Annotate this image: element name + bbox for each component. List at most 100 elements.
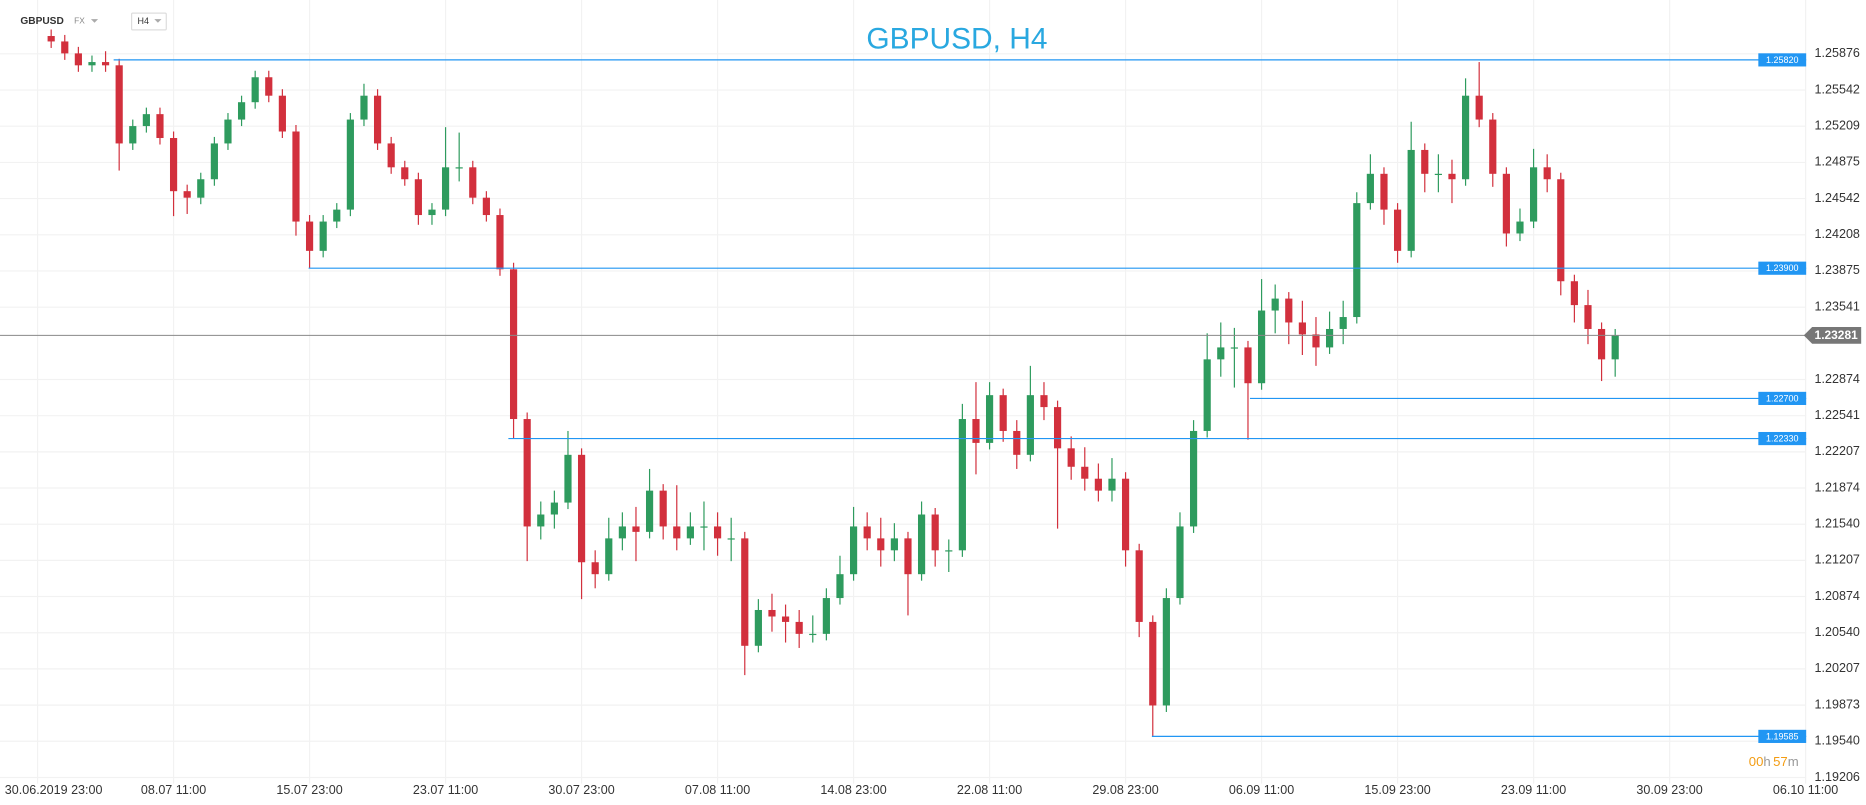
candle-body (605, 538, 613, 575)
x-tick-label: 15.09 23:00 (1364, 783, 1430, 797)
candle-body (673, 526, 681, 539)
candle-body (1407, 149, 1415, 251)
candle-body (1217, 347, 1225, 360)
candle-body (1325, 328, 1334, 348)
candle-body (727, 538, 735, 540)
candle-body (1529, 167, 1538, 222)
candle-body (1543, 167, 1551, 180)
x-tick-label: 07.08 11:00 (685, 783, 750, 797)
candle-body (1271, 298, 1279, 311)
x-tick-label: 29.08 23:00 (1092, 783, 1158, 797)
x-tick-label: 14.08 23:00 (820, 783, 886, 797)
candle-body (713, 526, 722, 539)
candle-body (251, 77, 259, 103)
x-tick-label: 30.09 23:00 (1636, 783, 1702, 797)
timer-minutes: 57 (1773, 755, 1788, 770)
level-label: 1.25820 (1766, 55, 1798, 65)
candle-body (319, 221, 327, 251)
candle-body (47, 36, 55, 42)
candle-body (1312, 334, 1320, 348)
y-tick-label: 1.21207 (1815, 553, 1860, 567)
candle-body (686, 526, 694, 539)
y-tick-label: 1.21874 (1815, 480, 1860, 494)
symbol[interactable]: GBPUSD (20, 16, 63, 27)
candle-body (809, 633, 817, 636)
candle-body (999, 395, 1007, 431)
candle-body (1244, 347, 1252, 384)
dropdown-arrow[interactable] (154, 19, 162, 23)
candle-body (278, 95, 286, 132)
y-tick-label: 1.23875 (1815, 263, 1860, 277)
candle-body (1421, 149, 1429, 174)
candle-body (781, 616, 790, 622)
overlay: 1.25876 1.25542 1.25209 1.24875 1.24542 1.242… (0, 46, 1862, 797)
x-tick-label: 22.08 11:00 (957, 783, 1022, 797)
level-label-box (1758, 729, 1807, 743)
candle-body (618, 526, 626, 539)
candle-body (74, 53, 82, 66)
candle-body (645, 490, 654, 532)
y-tick-label: 1.19540 (1815, 734, 1860, 748)
candle-body (537, 514, 545, 527)
candle-body (945, 550, 953, 552)
candle-body (1230, 347, 1238, 349)
y-tick-label: 1.24875 (1815, 155, 1860, 169)
candle-body (496, 215, 504, 270)
candle-body (414, 179, 422, 216)
x-tick-label: 08.07 11:00 (141, 783, 206, 797)
candle-body (428, 209, 436, 216)
timeframe[interactable]: H4 (138, 16, 149, 26)
chart-title: GBPUSD, H4 (866, 23, 1047, 56)
candle-body (1489, 119, 1497, 174)
current-price-label: 1.23281 (1815, 328, 1859, 342)
candle-body (1339, 317, 1347, 329)
timer-hours: 00 (1749, 755, 1764, 770)
candle-body (1026, 395, 1034, 455)
candle-body (292, 131, 300, 222)
timer-unit: m (1788, 755, 1799, 770)
x-tick-label: 06.10 11:00 (1773, 783, 1838, 797)
candle-body (795, 621, 803, 634)
candle-body (1013, 430, 1021, 455)
candle-body (1189, 430, 1198, 527)
candle-body (958, 419, 966, 551)
candle-body (224, 119, 232, 144)
candle-body (305, 221, 314, 251)
candle-body (1461, 95, 1470, 180)
candle-body (237, 102, 246, 120)
grid (0, 0, 1807, 784)
level-label-box (1758, 261, 1807, 275)
candle-body (1393, 209, 1402, 251)
candle-body (115, 65, 123, 144)
candle-body (1516, 221, 1524, 234)
candle-body (1611, 335, 1619, 360)
market[interactable]: FX (74, 16, 85, 26)
dropdown-arrow[interactable] (90, 19, 99, 23)
y-tick-label: 1.25876 (1815, 46, 1860, 60)
candle-body (931, 514, 939, 551)
candle-body (469, 167, 477, 198)
x-tick-label: 23.09 11:00 (1501, 783, 1566, 797)
level-label-box (1758, 391, 1807, 405)
candle-body (1298, 322, 1306, 335)
candle-body (1353, 203, 1361, 318)
candle-body (1149, 621, 1157, 706)
candle-body (659, 490, 667, 527)
timeframe-box[interactable] (130, 12, 167, 31)
candle-body (1475, 95, 1483, 120)
x-tick-label: 06.09 11:00 (1229, 783, 1294, 797)
candle-body (210, 143, 218, 180)
y-tick-label: 1.20874 (1815, 589, 1860, 603)
candle-body (1366, 173, 1374, 204)
candle-body (972, 419, 980, 443)
candle-body (441, 167, 450, 210)
y-tick-label: 1.20540 (1815, 625, 1860, 639)
candle-body (822, 598, 830, 634)
candle-body (523, 419, 531, 527)
candle-body (917, 514, 926, 575)
candle-body (1380, 173, 1388, 210)
y-tick-label: 1.24208 (1815, 227, 1860, 241)
y-tick-label: 1.19206 (1815, 770, 1860, 784)
